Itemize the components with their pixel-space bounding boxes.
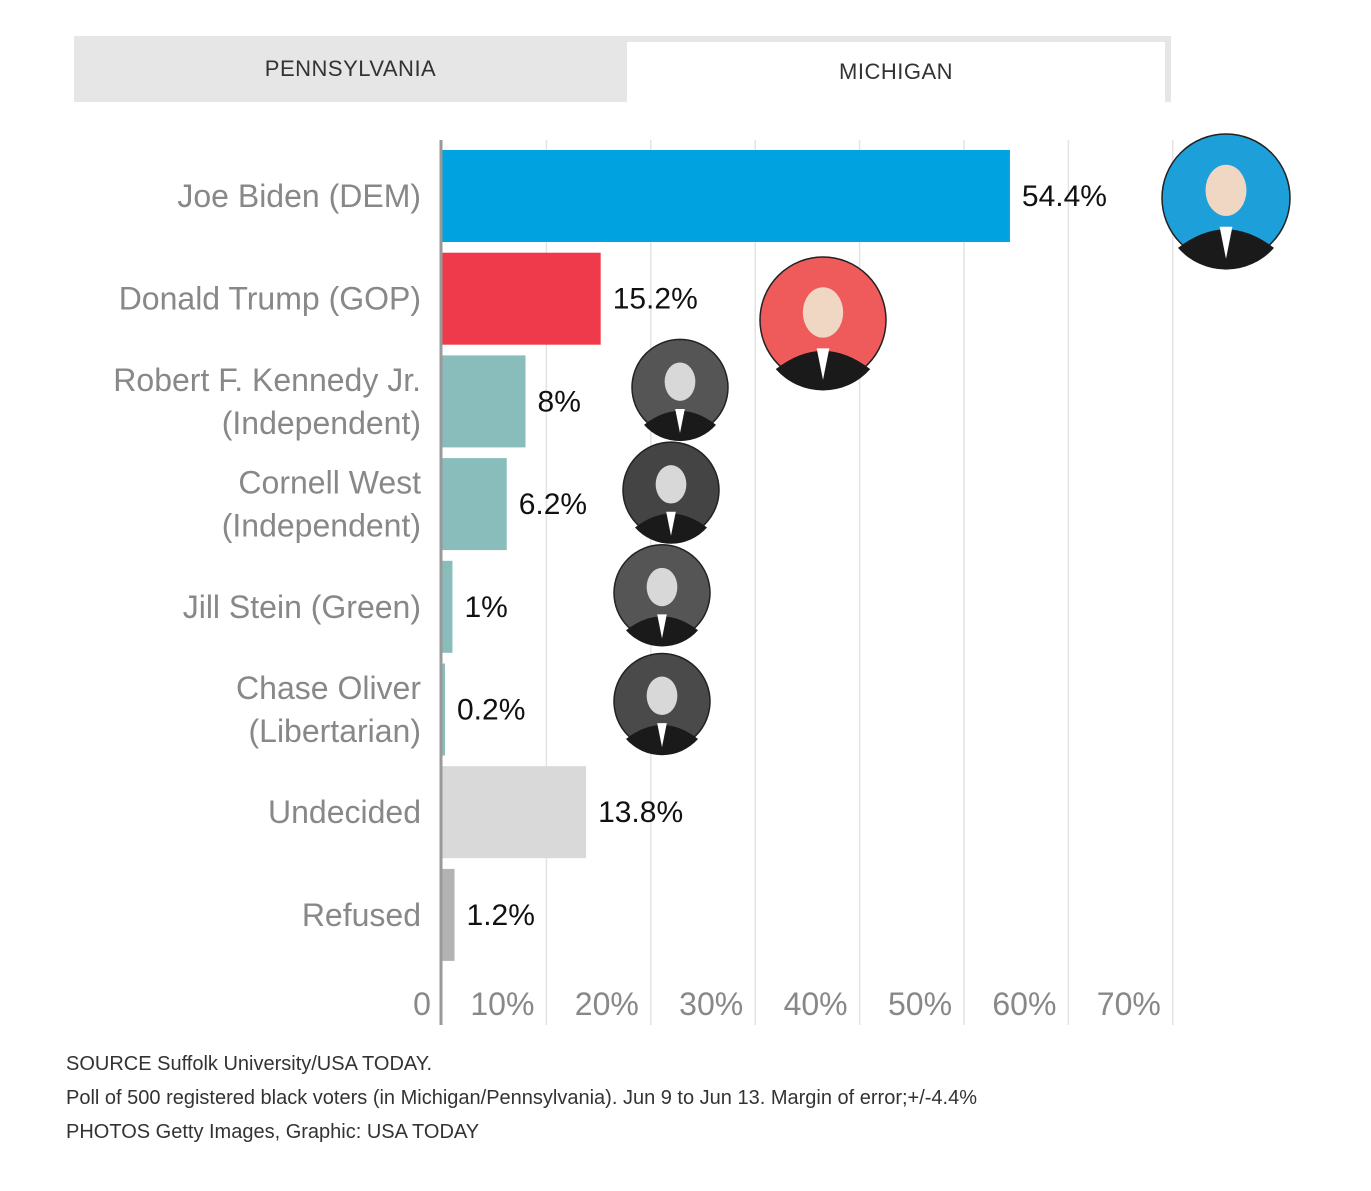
category-label: Undecided	[268, 794, 421, 830]
oliver-photo	[613, 652, 711, 756]
photo-credits: PHOTOS Getty Images, Graphic: USA TODAY	[66, 1121, 480, 1143]
category-label: (Independent)	[222, 508, 421, 544]
value-labels: 54.4% 15.2% 8% 6.2% 1% 0.2% 13.8% 1.2%	[457, 180, 1107, 932]
state-tabs: PENNSYLVANIA MICHIGAN	[74, 36, 1171, 102]
category-label: Robert F. Kennedy Jr.	[113, 362, 421, 398]
x-tick-label: 20%	[575, 986, 639, 1022]
source-text: SOURCE Suffolk University/USA TODAY.	[66, 1053, 433, 1075]
value-label: 8%	[538, 385, 581, 418]
bar-chart: Joe Biden (DEM) Donald Trump (GOP) Robert …	[113, 133, 1291, 1025]
bars	[442, 150, 1010, 961]
x-axis-ticks: 0 10% 20% 30% 40% 50% 60% 70%	[413, 986, 1161, 1022]
candidate-photos	[613, 133, 1291, 756]
biden-photo	[1161, 133, 1291, 270]
category-label: (Independent)	[222, 405, 421, 441]
value-label: 1.2%	[467, 899, 535, 932]
tab-michigan[interactable]: MICHIGAN	[627, 42, 1165, 102]
bar	[442, 150, 1010, 242]
x-tick-label: 30%	[679, 986, 743, 1022]
tab-pennsylvania[interactable]: PENNSYLVANIA	[264, 56, 437, 81]
category-label: (Libertarian)	[248, 713, 421, 749]
stein-photo	[613, 544, 711, 647]
value-label: 54.4%	[1022, 180, 1107, 213]
x-tick-label: 70%	[1097, 986, 1161, 1022]
value-label: 15.2%	[613, 283, 698, 316]
value-label: 0.2%	[457, 694, 525, 727]
bar	[442, 355, 526, 448]
value-label: 13.8%	[598, 796, 683, 829]
trump-photo	[759, 256, 887, 391]
category-label: Jill Stein (Green)	[183, 589, 421, 625]
bar	[442, 458, 507, 551]
category-labels: Joe Biden (DEM) Donald Trump (GOP) Robert …	[113, 178, 421, 933]
value-label: 6.2%	[519, 488, 587, 521]
x-tick-label: 10%	[470, 986, 534, 1022]
x-tick-label: 0	[413, 986, 431, 1022]
value-label: 1%	[464, 591, 507, 624]
bar	[442, 560, 453, 653]
bar	[442, 766, 587, 859]
poll-note: Poll of 500 registered black voters (in …	[66, 1087, 978, 1109]
x-tick-label: 50%	[888, 986, 952, 1022]
west-photo	[622, 441, 720, 544]
bar	[442, 868, 455, 961]
source-notes: SOURCE Suffolk University/USA TODAY. Pol…	[66, 1047, 1066, 1149]
kennedy-photo	[631, 338, 729, 442]
category-label: Refused	[302, 897, 421, 933]
x-tick-label: 60%	[992, 986, 1056, 1022]
bar	[442, 663, 445, 756]
category-label: Chase Oliver	[236, 670, 421, 706]
bar	[442, 252, 601, 345]
x-tick-label: 40%	[784, 986, 848, 1022]
category-label: Cornell West	[238, 465, 421, 501]
category-label: Joe Biden (DEM)	[177, 178, 421, 214]
category-label: Donald Trump (GOP)	[119, 281, 421, 317]
